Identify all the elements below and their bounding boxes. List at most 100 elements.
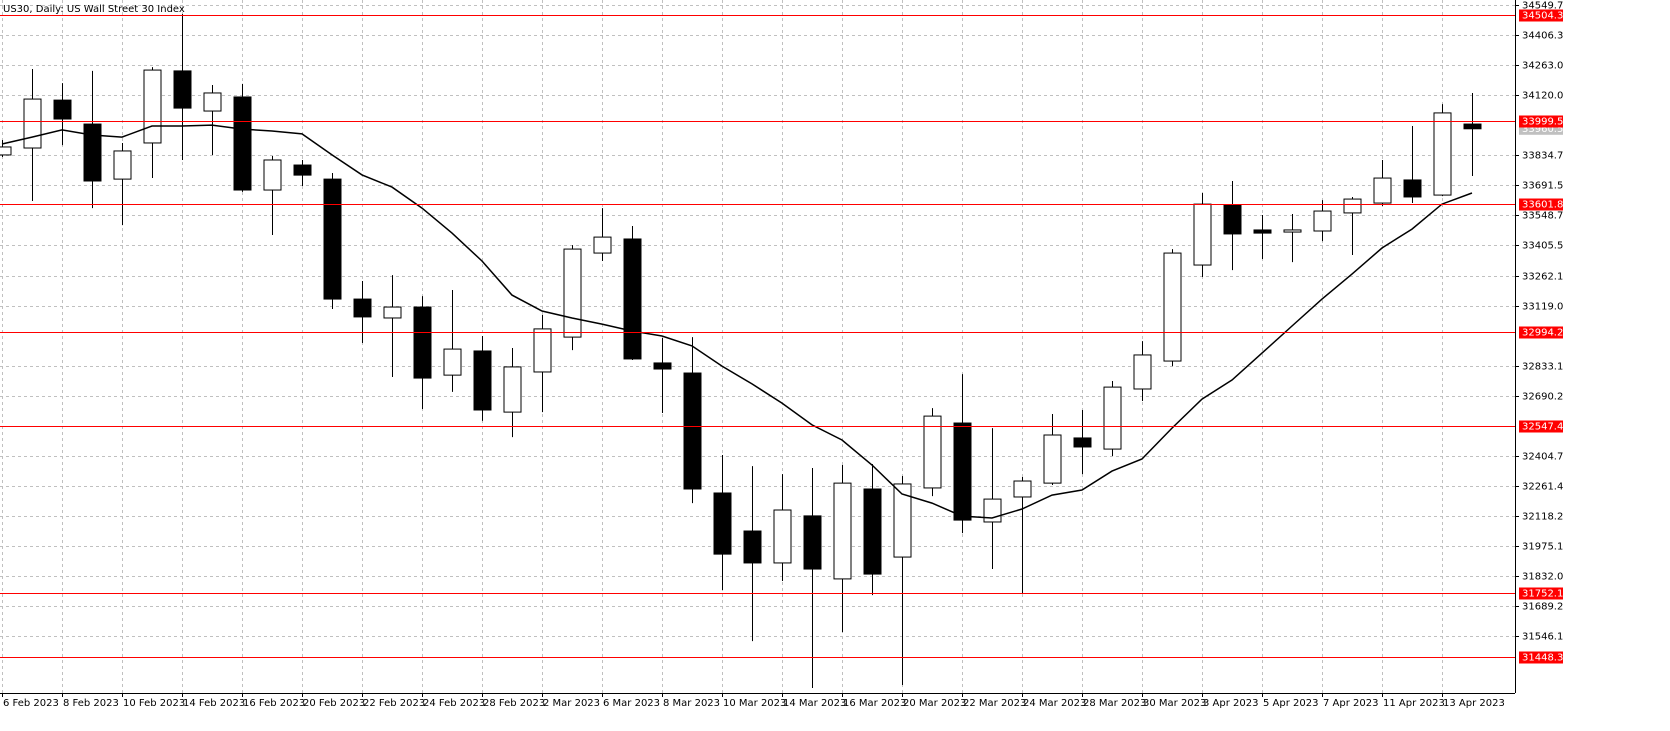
candle-body (953, 422, 972, 521)
candle-body (0, 146, 12, 156)
x-tick-label: 20 Feb 2023 (303, 698, 365, 709)
y-tick-label: 33262.1 (1522, 272, 1563, 283)
candle-body (233, 96, 252, 191)
y-tick-label: 34406.3 (1522, 31, 1563, 42)
candle-body (1373, 177, 1392, 204)
y-tick-label: 33548.7 (1522, 211, 1563, 222)
x-tick-label: 7 Apr 2023 (1323, 698, 1378, 709)
x-tick-label: 8 Feb 2023 (63, 698, 119, 709)
y-tick-label: 33691.5 (1522, 181, 1563, 192)
level-label-box (1519, 326, 1563, 339)
plot (0, 13, 1482, 688)
x-tick-label: 14 Mar 2023 (783, 698, 846, 709)
candle-body (413, 306, 432, 379)
candle-body (353, 298, 372, 318)
candle-body (593, 236, 612, 254)
candle-body (653, 362, 672, 370)
candle-body (1043, 434, 1062, 484)
candle-body (1073, 437, 1092, 448)
x-tick-label: 22 Feb 2023 (363, 698, 425, 709)
y-tick-label: 32118.2 (1522, 512, 1563, 523)
candle-body (773, 509, 792, 564)
candle-body (263, 159, 282, 191)
x-tick-label: 6 Mar 2023 (603, 698, 660, 709)
y-tick-label: 33834.7 (1522, 151, 1563, 162)
moving-average (1, 124, 1473, 519)
candle-body (113, 150, 132, 180)
candle-body (1013, 480, 1032, 498)
candle-body (293, 164, 312, 176)
x-tick-label: 28 Feb 2023 (483, 698, 545, 709)
candle-body (713, 492, 732, 555)
y-tick-label: 31832.0 (1522, 572, 1563, 583)
candle-body (863, 488, 882, 575)
level-label-box (1519, 587, 1563, 600)
candle-body (1253, 229, 1272, 234)
candle-body (923, 415, 942, 489)
y-tick-label: 31546.1 (1522, 632, 1563, 643)
candle-body (1313, 210, 1332, 232)
candle-body (1163, 252, 1182, 362)
x-tick-label: 13 Apr 2023 (1443, 698, 1505, 709)
candle-body (143, 69, 162, 144)
candle-body (203, 92, 222, 112)
candle-body (563, 248, 582, 338)
x-tick-label: 2 Mar 2023 (543, 698, 600, 709)
candle-body (1223, 204, 1242, 235)
level-label: 34504.3 (1522, 11, 1563, 22)
x-tick-label: 22 Mar 2023 (963, 698, 1026, 709)
candle-body (1133, 354, 1152, 390)
level-label-box (1519, 9, 1563, 22)
x-tick-label: 10 Feb 2023 (123, 698, 185, 709)
x-tick-label: 30 Mar 2023 (1143, 698, 1206, 709)
y-tick-label: 32690.2 (1522, 392, 1563, 403)
candle-body (383, 306, 402, 319)
candle-body (443, 348, 462, 376)
candle-body (323, 178, 342, 300)
y-tick-label: 32404.7 (1522, 452, 1563, 463)
candle-body (173, 70, 192, 109)
candle-body (1343, 198, 1362, 214)
level-label: 31752.1 (1522, 589, 1563, 600)
level-label-box (1519, 420, 1563, 433)
x-tick-label: 20 Mar 2023 (903, 698, 966, 709)
candle-body (503, 366, 522, 413)
candle-body (623, 238, 642, 360)
x-tick-label: 28 Mar 2023 (1083, 698, 1146, 709)
x-tick-label: 6 Feb 2023 (3, 698, 59, 709)
level-label-box (1519, 198, 1563, 211)
x-tick-label: 16 Feb 2023 (243, 698, 305, 709)
x-tick-label: 10 Mar 2023 (723, 698, 786, 709)
y-tick-label: 34120.0 (1522, 91, 1563, 102)
level-label: 33999.5 (1522, 117, 1563, 128)
level-label: 33601.8 (1522, 200, 1563, 211)
x-tick-label: 5 Apr 2023 (1263, 698, 1318, 709)
y-tick-label: 33405.5 (1522, 241, 1563, 252)
level-label: 31448.3 (1522, 653, 1563, 664)
chart-title: US30, Daily: US Wall Street 30 Index (3, 4, 185, 15)
candle-body (893, 483, 912, 558)
x-tick-label: 11 Apr 2023 (1383, 698, 1445, 709)
candle-body (833, 482, 852, 580)
y-tick-label: 34549.7 (1522, 1, 1563, 12)
level-label-box (1519, 115, 1563, 128)
candle-body (533, 328, 552, 373)
y-tick-label: 32261.4 (1522, 482, 1563, 493)
x-tick-label: 3 Apr 2023 (1203, 698, 1258, 709)
candle-body (683, 372, 702, 490)
candle-body (1463, 123, 1482, 130)
y-tick-label: 32833.1 (1522, 362, 1563, 373)
x-tick-label: 16 Mar 2023 (843, 698, 906, 709)
level-label: 32547.4 (1522, 422, 1563, 433)
x-tick-label: 24 Feb 2023 (423, 698, 485, 709)
x-tick-label: 14 Feb 2023 (183, 698, 245, 709)
candle-body (473, 350, 492, 411)
candle-body (803, 515, 822, 570)
candle-body (23, 98, 42, 149)
candle-body (83, 123, 102, 182)
last-price-label: 33960.5 (1522, 124, 1563, 135)
y-tick-label: 31689.2 (1522, 602, 1563, 613)
candle-body (1193, 203, 1212, 266)
candle-body (1403, 179, 1422, 198)
